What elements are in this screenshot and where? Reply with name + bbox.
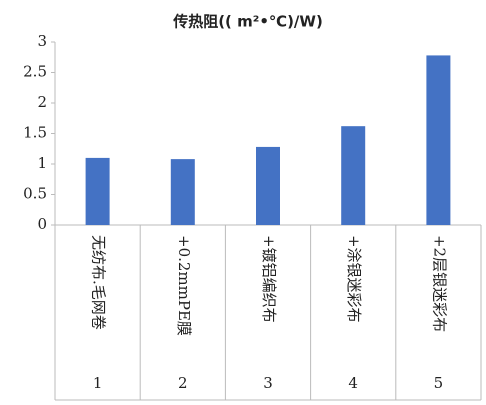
x-tick-label: +2层银迷彩布: [430, 235, 448, 332]
x-group-label: 1: [93, 374, 103, 392]
bar: [85, 157, 110, 225]
x-tick-label: 无纺布.毛网卷: [90, 235, 108, 330]
y-tick-label: 1.5: [23, 124, 47, 142]
bar: [256, 146, 280, 225]
y-tick-label: 1: [37, 154, 47, 172]
x-group-label: 3: [263, 374, 273, 392]
x-group-label: 2: [178, 374, 188, 392]
x-group-label: 4: [348, 374, 358, 392]
x-tick-label: +涂银迷彩布: [345, 235, 363, 323]
bar: [170, 159, 195, 225]
chart-title: 传热阻(( m²•℃)/W): [172, 13, 323, 31]
y-tick-label: 0: [37, 215, 47, 233]
y-tick-label: 3: [37, 32, 47, 50]
x-tick-label: +镀铝编织布: [260, 235, 278, 323]
y-tick-label: 0.5: [23, 185, 47, 203]
x-tick-label: +0.2mmPE膜: [175, 235, 193, 336]
bar: [341, 126, 366, 225]
y-tick-label: 2.5: [23, 63, 47, 81]
x-group-label: 5: [434, 374, 444, 392]
bar: [426, 55, 451, 225]
y-tick-label: 2: [37, 93, 47, 111]
